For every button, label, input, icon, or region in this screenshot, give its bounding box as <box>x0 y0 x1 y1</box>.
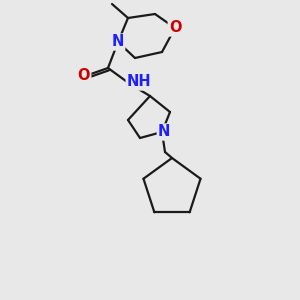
Text: O: O <box>78 68 90 82</box>
Text: NH: NH <box>127 74 151 89</box>
Text: O: O <box>169 20 181 35</box>
Text: N: N <box>112 34 124 50</box>
Text: N: N <box>158 124 170 140</box>
